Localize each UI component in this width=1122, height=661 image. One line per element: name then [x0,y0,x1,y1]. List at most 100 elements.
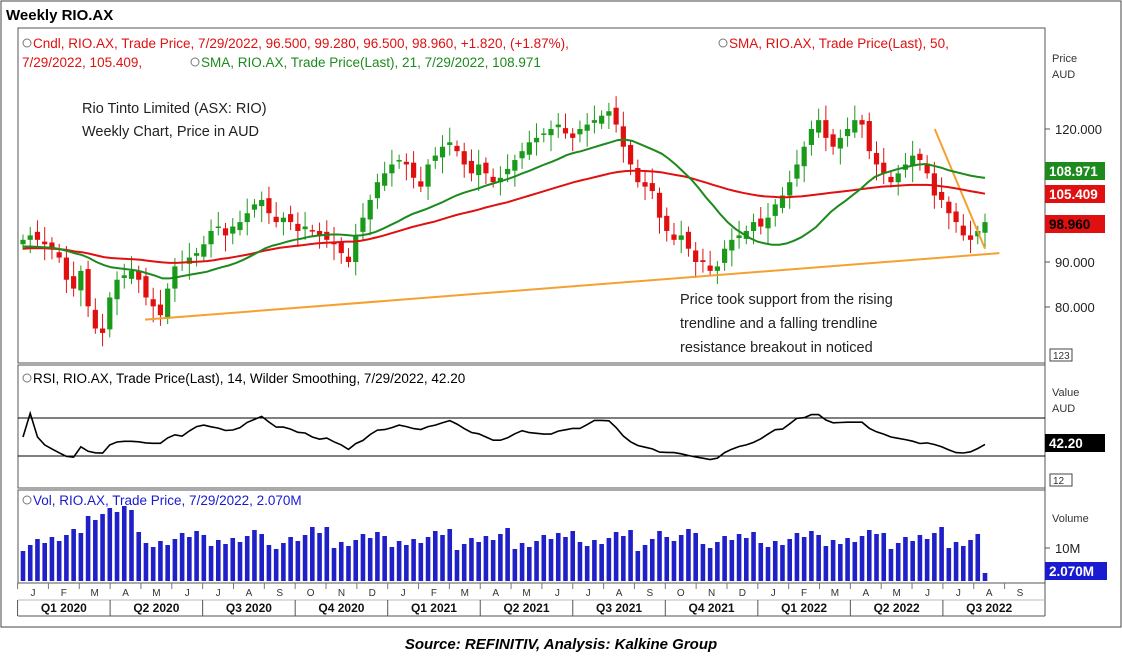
candle-body [627,144,634,165]
month-label: A [616,588,623,599]
month-label: M [522,588,530,599]
volume-bar [678,535,684,581]
legend-settings-icon[interactable] [190,57,200,67]
candle-body [982,222,988,233]
close-badge [1045,215,1105,233]
volume-bar [440,535,445,581]
candle-body [201,244,207,257]
volume-bar [917,535,923,581]
month-label: M [892,588,900,599]
volume-bar [541,535,547,581]
candle-body [295,223,301,231]
quarter-label: Q3 2021 [596,601,642,615]
candle-body [136,270,142,280]
volume-bar [599,544,604,581]
volume-bar [215,540,221,581]
rsi-panel-handle[interactable] [1049,473,1073,487]
volume-bar [555,533,561,581]
volume-bar [107,508,113,581]
month-label: D [369,588,376,599]
sma50-badge-value: 105.409 [1049,187,1098,202]
candle-body [302,226,308,230]
candle-body [512,160,518,171]
volume-bar [56,541,62,581]
candle-body [367,199,373,220]
volume-bar [982,573,988,581]
rsi-panel-handle-label: 12 [1053,476,1065,487]
candle-body [490,176,496,183]
price-tick-label: 90.000 [1055,255,1095,270]
quarter-label: Q1 2021 [411,601,457,615]
candle-body [92,309,98,329]
note-line-2: trendline and a falling trendline [680,316,878,332]
candle-body [700,260,706,262]
volume-bar [671,541,677,581]
month-label: J [401,588,406,599]
legend-settings-icon[interactable] [22,38,32,48]
candle-body [584,124,590,131]
candle-body [533,137,540,143]
price-panel-handle-label: 123 [1053,351,1070,362]
volume-bar [816,535,821,581]
candle-body [114,279,120,300]
month-label: J [771,588,776,599]
note-line-3: resistance breakout in noticed [680,340,873,356]
candle-body [468,160,475,174]
volume-bar [592,540,597,581]
candle-body [722,248,728,263]
volume-bar [490,540,496,581]
volume-bar [953,542,959,581]
candle-body [519,151,525,159]
candle-body [823,120,829,138]
candle-body [186,257,192,264]
volume-bar [780,545,785,581]
candle-body [967,235,974,240]
month-label: J [956,588,961,599]
volume-bar [281,543,286,581]
candle-body [852,120,858,133]
volume-bar [621,536,626,581]
volume-bar [27,545,33,581]
candle-body [483,162,489,174]
candle-body [107,297,113,330]
volume-bar [975,534,981,581]
volume-bar [302,535,308,581]
month-label: A [862,588,869,599]
candle-body [873,152,880,165]
candle-body [316,230,323,236]
volume-bar [924,539,930,581]
volume-bar [801,537,807,581]
candle-body [63,257,69,280]
volume-bar [584,546,590,581]
legend-settings-icon[interactable] [22,495,32,505]
volume-bars-group [20,506,988,581]
volume-bar [852,542,858,581]
price-panel-handle[interactable] [1049,348,1073,362]
volume-bar [288,537,293,581]
candle-body [324,231,330,240]
candle-body [895,173,901,183]
candle-body [476,164,482,176]
candle-body [562,128,569,134]
candle-body [946,201,952,214]
candle-body [230,226,236,234]
month-label: J [216,588,221,599]
legend-settings-icon[interactable] [718,38,728,48]
candle-body [801,146,807,167]
moving-averages-group [22,138,986,280]
volume-bar [114,512,120,581]
quarter-label: Q2 2021 [503,601,549,615]
volume-bar [179,533,185,581]
candle-body [620,126,626,147]
volume-bar [866,530,872,581]
volume-bar [382,536,387,581]
legend-settings-icon[interactable] [22,373,32,383]
volume-bar [729,540,735,581]
volume-bar [230,538,236,581]
volume-bar [295,541,301,581]
volume-bar [360,534,366,581]
volume-bar [563,537,568,581]
candle-body [237,222,243,231]
volume-bar [758,543,764,581]
candle-body [729,239,735,251]
